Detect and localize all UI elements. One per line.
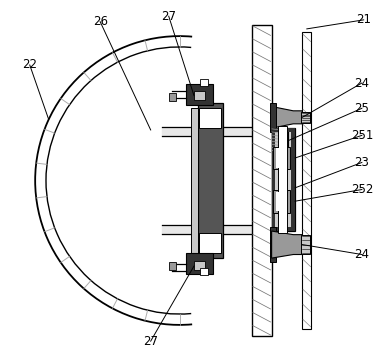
Bar <box>197 103 223 258</box>
Bar <box>272 128 295 231</box>
Bar <box>274 190 290 213</box>
Bar <box>201 268 208 275</box>
Bar <box>272 128 288 153</box>
Bar <box>169 93 176 101</box>
Bar <box>272 128 295 132</box>
Bar <box>276 148 287 168</box>
Bar <box>252 25 272 336</box>
Bar <box>199 108 221 128</box>
Bar <box>302 32 311 329</box>
Text: 27: 27 <box>161 10 176 23</box>
Polygon shape <box>272 231 302 258</box>
Text: 26: 26 <box>93 15 107 28</box>
Bar <box>278 126 287 233</box>
Bar <box>291 128 295 231</box>
Bar <box>272 128 275 231</box>
Text: 25: 25 <box>354 102 369 115</box>
Bar <box>274 147 290 169</box>
Text: 252: 252 <box>351 183 373 196</box>
Bar <box>186 253 213 274</box>
Bar <box>169 262 176 270</box>
Bar <box>194 261 205 270</box>
Bar <box>270 103 276 132</box>
Bar <box>270 227 276 262</box>
Text: 23: 23 <box>354 156 369 169</box>
Text: 24: 24 <box>354 77 369 90</box>
Bar <box>276 192 287 211</box>
Text: 251: 251 <box>351 129 373 142</box>
Text: 22: 22 <box>22 58 37 71</box>
Bar <box>194 91 205 100</box>
Text: 27: 27 <box>143 335 158 348</box>
Bar <box>186 84 213 105</box>
Bar <box>199 233 221 253</box>
Text: 24: 24 <box>354 248 369 261</box>
Bar <box>272 227 295 231</box>
Bar <box>201 79 208 86</box>
Bar <box>301 235 310 254</box>
Text: 21: 21 <box>356 13 371 26</box>
Polygon shape <box>272 106 302 128</box>
Bar <box>301 112 310 123</box>
Bar <box>191 108 197 253</box>
